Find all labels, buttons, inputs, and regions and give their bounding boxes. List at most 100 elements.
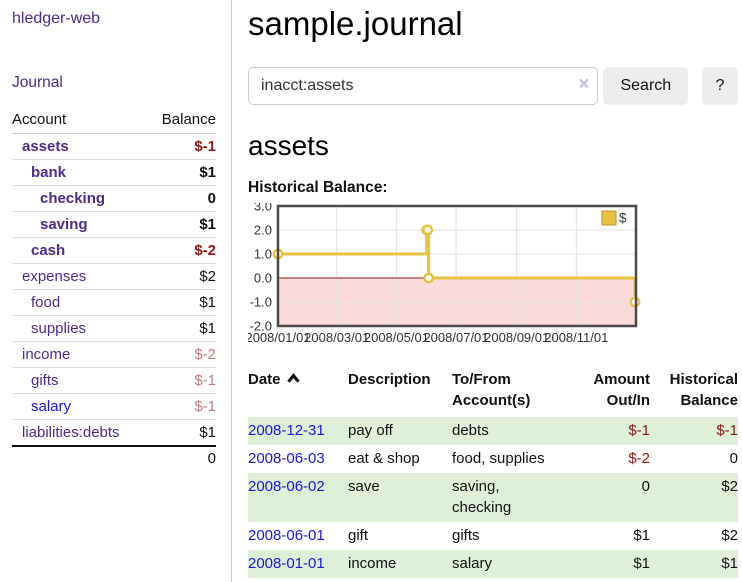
- page-title: sample.journal: [248, 5, 463, 42]
- account-row: saving $1: [12, 211, 216, 238]
- col-header-accounts: To/From Account(s): [452, 371, 531, 409]
- transaction-amount: $1: [633, 527, 650, 544]
- sidebar-item-journal[interactable]: Journal: [12, 74, 63, 91]
- svg-text:1.0: 1.0: [254, 247, 272, 262]
- svg-text:2008/11/01: 2008/11/01: [544, 330, 608, 345]
- account-balance: $-1: [194, 138, 216, 155]
- account-row: salary $-1: [12, 393, 216, 420]
- svg-text:2008/09/01: 2008/09/01: [484, 330, 549, 345]
- account-row: gifts $-1: [12, 367, 216, 394]
- account-link[interactable]: income: [22, 346, 71, 363]
- register-rows: 2008-12-31 pay off debts $-1 $-1 2008-06-03 ea…: [248, 417, 738, 578]
- account-row: cash $-2: [12, 237, 216, 264]
- account-rows: assets $-1 bank $1 checking 0 saving $1 cash $-2 e…: [12, 134, 216, 446]
- transaction-balance: $-1: [716, 422, 738, 439]
- clear-search-icon[interactable]: ×: [578, 74, 590, 95]
- account-link[interactable]: food: [31, 294, 61, 311]
- account-link[interactable]: cash: [31, 242, 66, 259]
- search-button[interactable]: Search: [603, 67, 689, 105]
- transaction-balance: $2: [721, 478, 738, 495]
- transaction-accounts: saving, checking: [452, 478, 512, 516]
- account-link[interactable]: salary: [31, 398, 72, 415]
- account-link[interactable]: assets: [22, 138, 69, 155]
- account-row: checking 0: [12, 185, 216, 212]
- transaction-amount: $-1: [628, 422, 650, 439]
- svg-text:2008/03/01: 2008/03/01: [304, 330, 369, 345]
- transaction-description: income: [348, 555, 397, 572]
- account-link[interactable]: checking: [40, 190, 106, 207]
- svg-text:3.0: 3.0: [254, 203, 272, 214]
- account-balance: $1: [147, 419, 216, 446]
- account-link[interactable]: bank: [31, 164, 67, 181]
- help-button[interactable]: ?: [702, 67, 738, 105]
- account-balance: 0: [147, 185, 216, 212]
- col-header-amount: Amount Out/In: [593, 371, 650, 409]
- account-link[interactable]: liabilities:debts: [22, 424, 120, 441]
- accounts-table: Account Balance assets $-1 bank $1 checking 0…: [12, 109, 216, 471]
- transaction-amount: $-2: [628, 450, 650, 467]
- transaction-description: save: [348, 478, 380, 495]
- chart-title: Historical Balance:: [248, 179, 388, 196]
- col-header-balance: Historical Balance: [669, 371, 738, 409]
- account-balance: $1: [147, 211, 216, 238]
- transaction-amount: 0: [641, 478, 650, 495]
- transaction-description: gift: [348, 527, 369, 544]
- transaction-row[interactable]: 2008-01-01 income salary $1 $1: [248, 550, 738, 578]
- account-balance: $1: [147, 289, 216, 316]
- sidebar: hledger-web Journal Account Balance asse…: [0, 0, 232, 582]
- account-row: expenses $2: [12, 263, 216, 290]
- transaction-row[interactable]: 2008-06-02 save saving, checking 0 $2: [248, 473, 738, 522]
- total-balance: 0: [147, 445, 216, 471]
- transaction-row[interactable]: 2008-06-01 gift gifts $1 $2: [248, 522, 738, 550]
- svg-text:2008/01/01: 2008/01/01: [248, 330, 311, 345]
- transaction-date-link[interactable]: 2008-12-31: [248, 422, 325, 439]
- sort-asc-icon: [286, 369, 300, 390]
- account-link[interactable]: gifts: [31, 372, 59, 389]
- svg-text:0.0: 0.0: [254, 271, 272, 286]
- account-row: bank $1: [12, 159, 216, 186]
- transaction-row[interactable]: 2008-06-03 eat & shop food, supplies $-2 0: [248, 445, 738, 473]
- transaction-accounts: salary: [452, 555, 493, 572]
- transaction-balance: $1: [721, 555, 738, 572]
- transaction-accounts: gifts: [452, 527, 480, 544]
- historical-balance-chart: $3.0 2.0 1.0 0.0 -1.0 -2.0 2008/01/01 2008/03/0…: [245, 199, 738, 354]
- svg-text:-1.0: -1.0: [250, 295, 272, 310]
- transaction-accounts: debts: [452, 422, 489, 439]
- account-link[interactable]: saving: [40, 216, 88, 233]
- svg-text:2008/05/01: 2008/05/01: [364, 330, 429, 345]
- account-link[interactable]: expenses: [22, 268, 87, 285]
- transaction-description: pay off: [348, 422, 393, 439]
- transaction-row[interactable]: 2008-12-31 pay off debts $-1 $-1: [248, 417, 738, 445]
- transaction-date-link[interactable]: 2008-06-02: [248, 478, 325, 495]
- account-link[interactable]: supplies: [31, 320, 87, 337]
- account-heading: assets: [248, 130, 329, 161]
- svg-text:$: $: [619, 211, 627, 226]
- transaction-balance: $2: [721, 527, 738, 544]
- accounts-header-balance: Balance: [147, 109, 216, 134]
- account-balance: $1: [147, 159, 216, 186]
- account-balance: $1: [147, 315, 216, 342]
- account-balance: $-1: [147, 393, 216, 420]
- account-balance: $2: [147, 263, 216, 290]
- search-input[interactable]: [248, 67, 599, 105]
- register-table: Date Description To/From Account(s) Amou…: [248, 369, 738, 578]
- account-balance: $-2: [147, 237, 216, 264]
- svg-text:-2.0: -2.0: [250, 319, 272, 334]
- transaction-date-link[interactable]: 2008-06-03: [248, 450, 325, 467]
- transaction-amount: $1: [633, 555, 650, 572]
- brand-link[interactable]: hledger-web: [12, 10, 101, 27]
- col-header-date[interactable]: Date: [248, 369, 348, 417]
- account-row: supplies $1: [12, 315, 216, 342]
- account-row: income $-2: [12, 341, 216, 368]
- transaction-date-link[interactable]: 2008-01-01: [248, 555, 325, 572]
- accounts-header-account: Account: [12, 109, 148, 134]
- transaction-balance: 0: [729, 450, 738, 467]
- svg-text:2008/07/01: 2008/07/01: [423, 330, 488, 345]
- transaction-accounts: food, supplies: [452, 450, 545, 467]
- account-balance: $-2: [147, 341, 216, 368]
- transaction-description: eat & shop: [348, 450, 420, 467]
- svg-text:2.0: 2.0: [254, 223, 272, 238]
- search-form: × Search ?: [248, 67, 738, 105]
- main-content: sample.journal × Search ? assets Histori…: [245, 0, 738, 578]
- transaction-date-link[interactable]: 2008-06-01: [248, 527, 325, 544]
